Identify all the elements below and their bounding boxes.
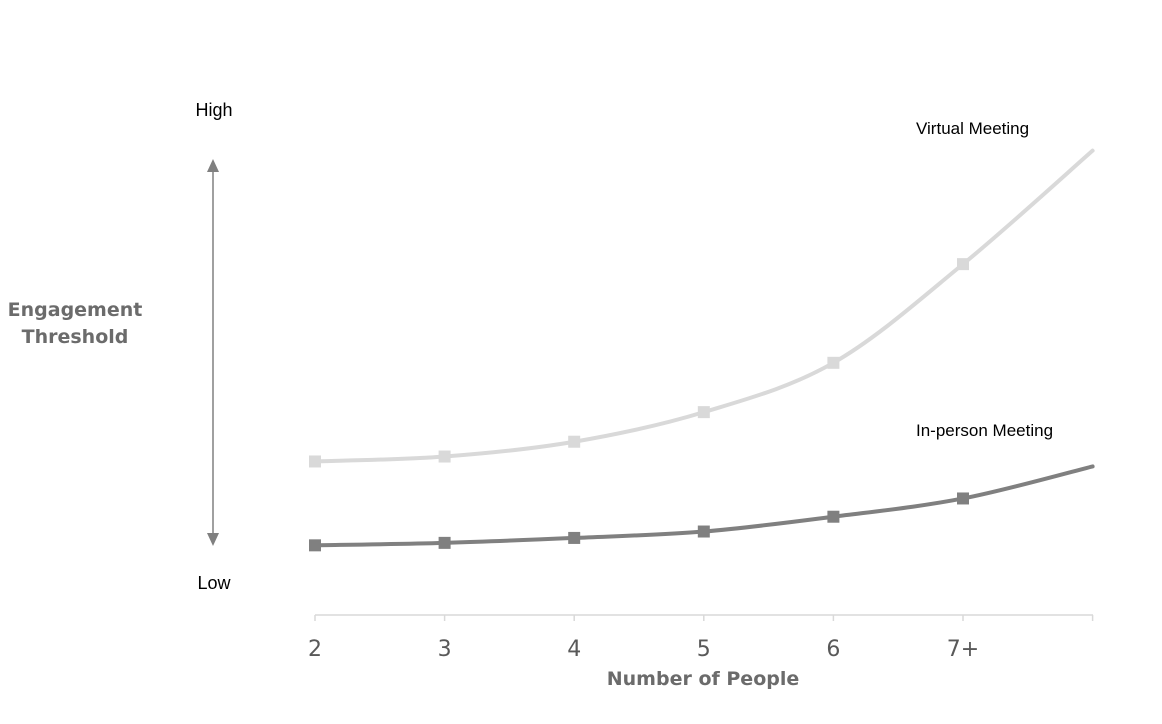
y-low-label: Low: [197, 573, 231, 593]
series-label-virtual: Virtual Meeting: [916, 119, 1030, 138]
x-tick-label: 3: [438, 637, 452, 662]
series-marker-0: [309, 455, 321, 468]
series-marker-1: [697, 525, 710, 538]
y-axis-label-line2: Threshold: [21, 326, 129, 348]
series-marker-1: [957, 492, 969, 505]
series-marker-0: [568, 435, 581, 448]
y-arrow-head-up: [207, 159, 219, 172]
x-tick-labels: 2 3 4 5 6 7+: [308, 637, 979, 662]
series-layer: [309, 148, 1095, 552]
series-marker-1: [438, 536, 451, 549]
series-marker-1: [827, 510, 840, 523]
series-marker-1: [309, 539, 321, 552]
series-marker-1: [568, 531, 581, 544]
x-tick-label: 7+: [947, 637, 979, 662]
x-axis-label: Number of People: [606, 668, 800, 690]
series-marker-0: [827, 356, 840, 369]
series-marker-0: [957, 258, 969, 271]
series-label-inperson: In-person Meeting: [916, 421, 1054, 440]
y-axis-label: Engagement Threshold: [0, 297, 150, 351]
x-tick-label: 4: [567, 637, 581, 662]
y-high-label: High: [195, 100, 233, 120]
x-tick-label: 6: [826, 637, 840, 662]
series-marker-0: [438, 450, 451, 463]
y-axis-label-line1: Engagement: [7, 299, 143, 321]
series-marker-0: [697, 406, 710, 419]
x-tick-label: 5: [697, 637, 711, 662]
x-tick-label: 2: [308, 637, 322, 662]
y-arrow-head-down: [207, 533, 219, 546]
x-ticks: [314, 615, 1094, 621]
